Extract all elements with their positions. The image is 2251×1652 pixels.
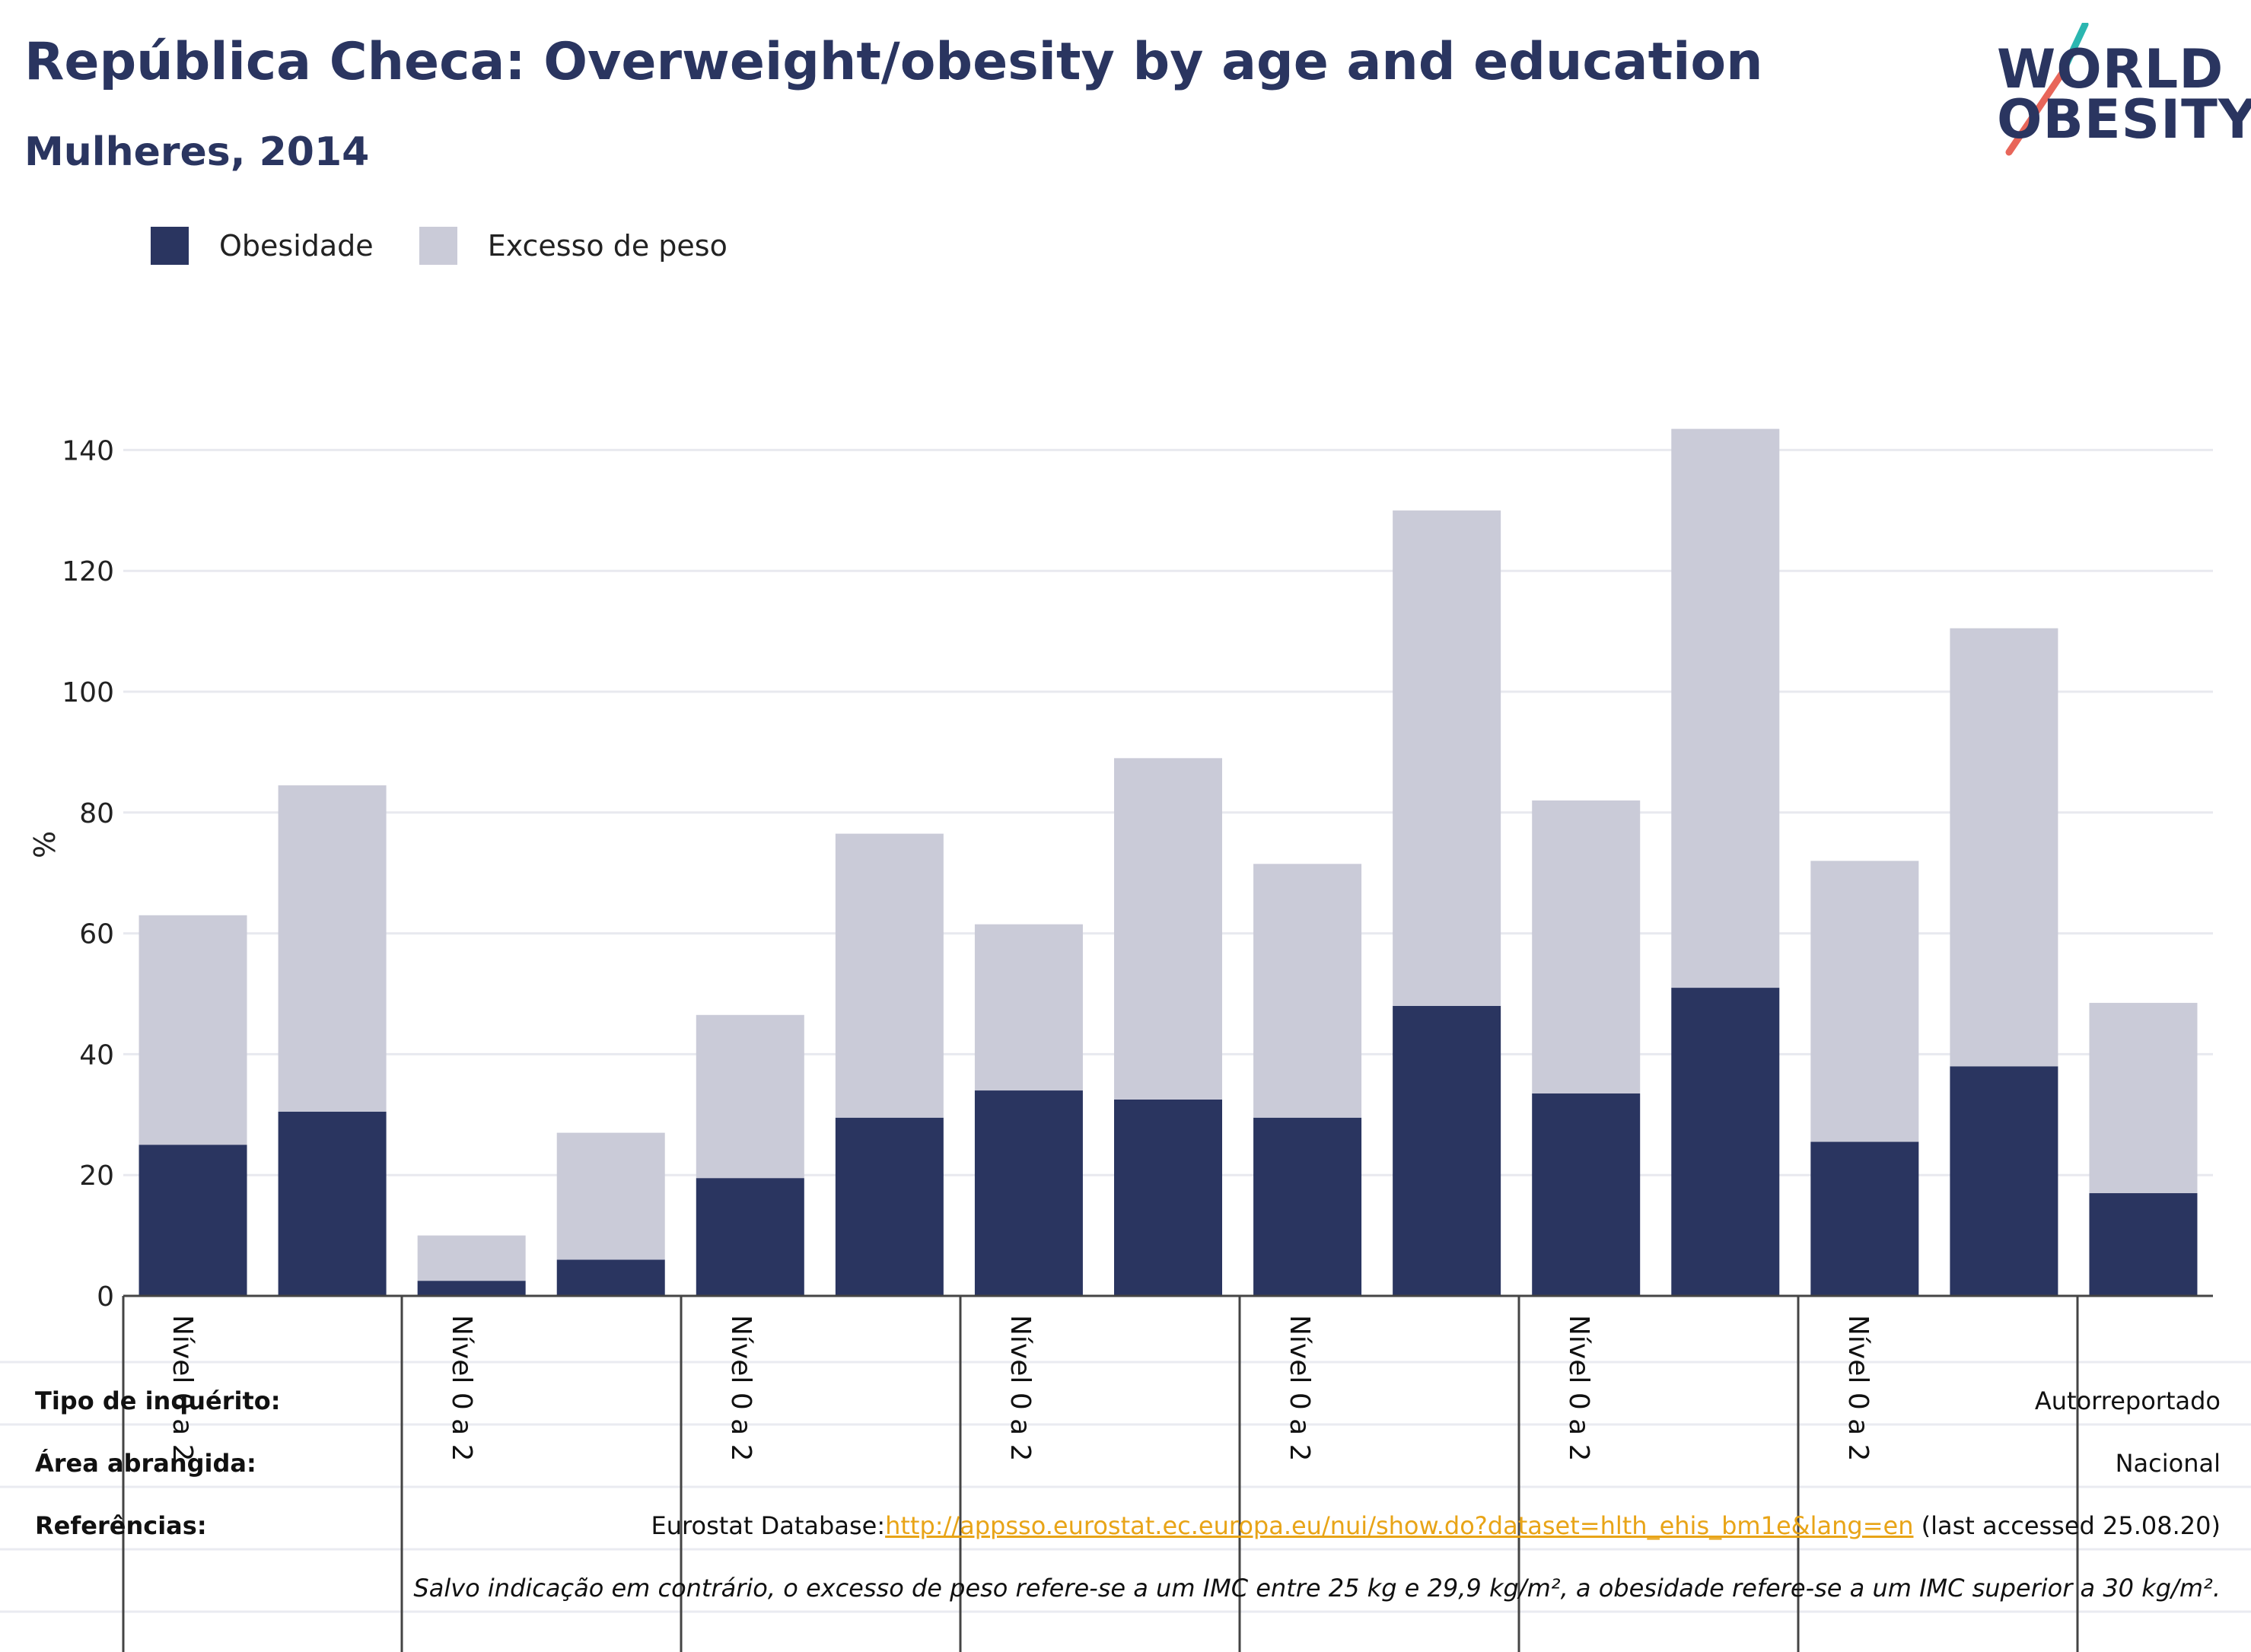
bar-overweight [417,1235,526,1281]
legend-item-obesity[interactable]: Obesidade [151,227,374,265]
bar-obesity [278,1111,387,1296]
logo-slash-icon [2005,23,2089,156]
bar-obesity [138,1144,247,1296]
bar-obesity [1114,1099,1222,1296]
info-row-area: Área abrangida: Nacional [0,1432,2251,1494]
y-tick-label: 60 [79,919,114,950]
bar-overweight [696,1014,804,1179]
bar-obesity [417,1281,526,1296]
bar-overweight [1810,861,1919,1142]
chart-bars [138,428,2198,1296]
logo-text-world: WORLD [1997,38,2224,100]
bar-obesity [1253,1117,1362,1296]
legend-item-overweight[interactable]: Excesso de peso [419,227,728,265]
x-category-label: Nível 0 a 2 [1005,1315,1036,1462]
chart-legend: Obesidade Excesso de peso [151,227,773,265]
bar-overweight [1532,800,1641,1094]
legend-label-overweight: Excesso de peso [487,229,728,263]
eurostat-link[interactable]: http://appsso.eurostat.ec.europa.eu/nui/… [885,1511,1914,1540]
bar-overweight [1393,510,1501,1006]
bar-obesity [1810,1141,1919,1296]
bar-overweight [835,833,944,1118]
x-category-label: Nível 0 a 2 [725,1315,756,1462]
chart-subtitle: Mulheres, 2014 [24,129,370,175]
y-tick-label: 40 [79,1039,114,1071]
y-tick-label: 100 [62,677,114,708]
bar-overweight [556,1132,665,1260]
bar-obesity [2089,1193,2198,1296]
world-obesity-logo: WORLD OBESITY [1971,23,2251,160]
bar-obesity [974,1090,1083,1296]
y-tick-label: 20 [79,1160,114,1192]
references-label: Referências: [35,1511,207,1540]
bar-overweight [1253,864,1362,1118]
bar-overweight [1114,758,1222,1100]
y-tick-label: 0 [97,1281,114,1313]
bar-overweight [278,785,387,1112]
survey-type-label: Tipo de inquérito: [35,1386,281,1415]
page-title: República Checa: Overweight/obesity by a… [24,32,1763,92]
legend-label-obesity: Obesidade [219,229,374,263]
x-category-label: Nível 0 a 2 [1842,1315,1874,1462]
x-category-label: Nível 0 a 2 [446,1315,477,1462]
y-axis-title: % [28,831,62,858]
definition-note: Salvo indicação em contrário, o excesso … [413,1574,2221,1603]
bar-overweight [2089,1002,2198,1194]
references-value: Eurostat Database:http://appsso.eurostat… [651,1511,2221,1540]
chart-axes: 0 20 40 60 80 100 120 140% [28,435,2213,1313]
bar-overweight [138,915,247,1145]
y-tick-label: 80 [79,798,114,829]
bar-overweight [974,924,1083,1091]
x-category-label: Nível 0 a 2 [1563,1315,1594,1462]
bar-overweight [1671,428,1780,988]
y-tick-label: 140 [62,435,114,466]
info-table-lines [0,1296,2251,1652]
bar-obesity [835,1117,944,1296]
bar-overweight [1950,628,2058,1067]
logo-text-obesity: OBESITY [1997,88,2251,151]
y-tick-label: 120 [62,556,114,587]
info-row-references: Referências: Eurostat Database:http://ap… [0,1494,2251,1557]
bar-obesity [1671,988,1780,1296]
info-row-survey: Tipo de inquérito: Autorreportado [0,1370,2251,1432]
legend-swatch-obesity [151,227,189,265]
info-row-note: Salvo indicação em contrário, o excesso … [0,1557,2251,1619]
bar-obesity [1950,1066,2058,1296]
x-category-label: Nível 0 a 2 [167,1315,198,1462]
area-covered-value: Nacional [2115,1449,2221,1478]
bar-obesity [696,1178,804,1296]
area-covered-label: Área abrangida: [35,1449,256,1478]
references-suffix: (last accessed 25.08.20) [1913,1511,2221,1540]
legend-swatch-overweight [419,227,457,265]
references-prefix: Eurostat Database: [651,1511,886,1540]
bar-obesity [1532,1093,1641,1296]
bar-obesity [1393,1005,1501,1296]
survey-type-value: Autorreportado [2034,1386,2221,1415]
x-category-label: Nível 0 a 2 [1284,1315,1315,1462]
x-axis-labels: Nível 0 a 2 Nível 0 a 2 Nível 0 a 2 Nível 0… [167,1315,1874,1462]
bar-obesity [556,1259,665,1296]
